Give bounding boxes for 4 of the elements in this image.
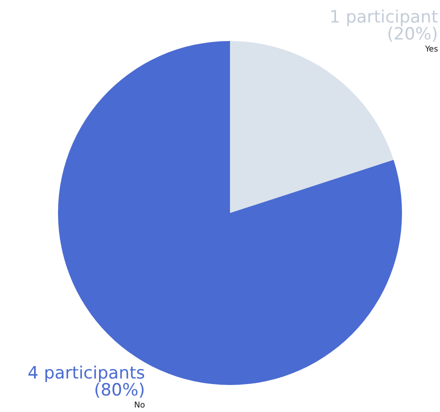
data-label: 1 participant (20%) — [329, 8, 438, 44]
data-label: 4 participants (80%) — [28, 364, 146, 400]
slice-label: Yes — [424, 44, 438, 54]
slice-label: No — [134, 400, 146, 410]
